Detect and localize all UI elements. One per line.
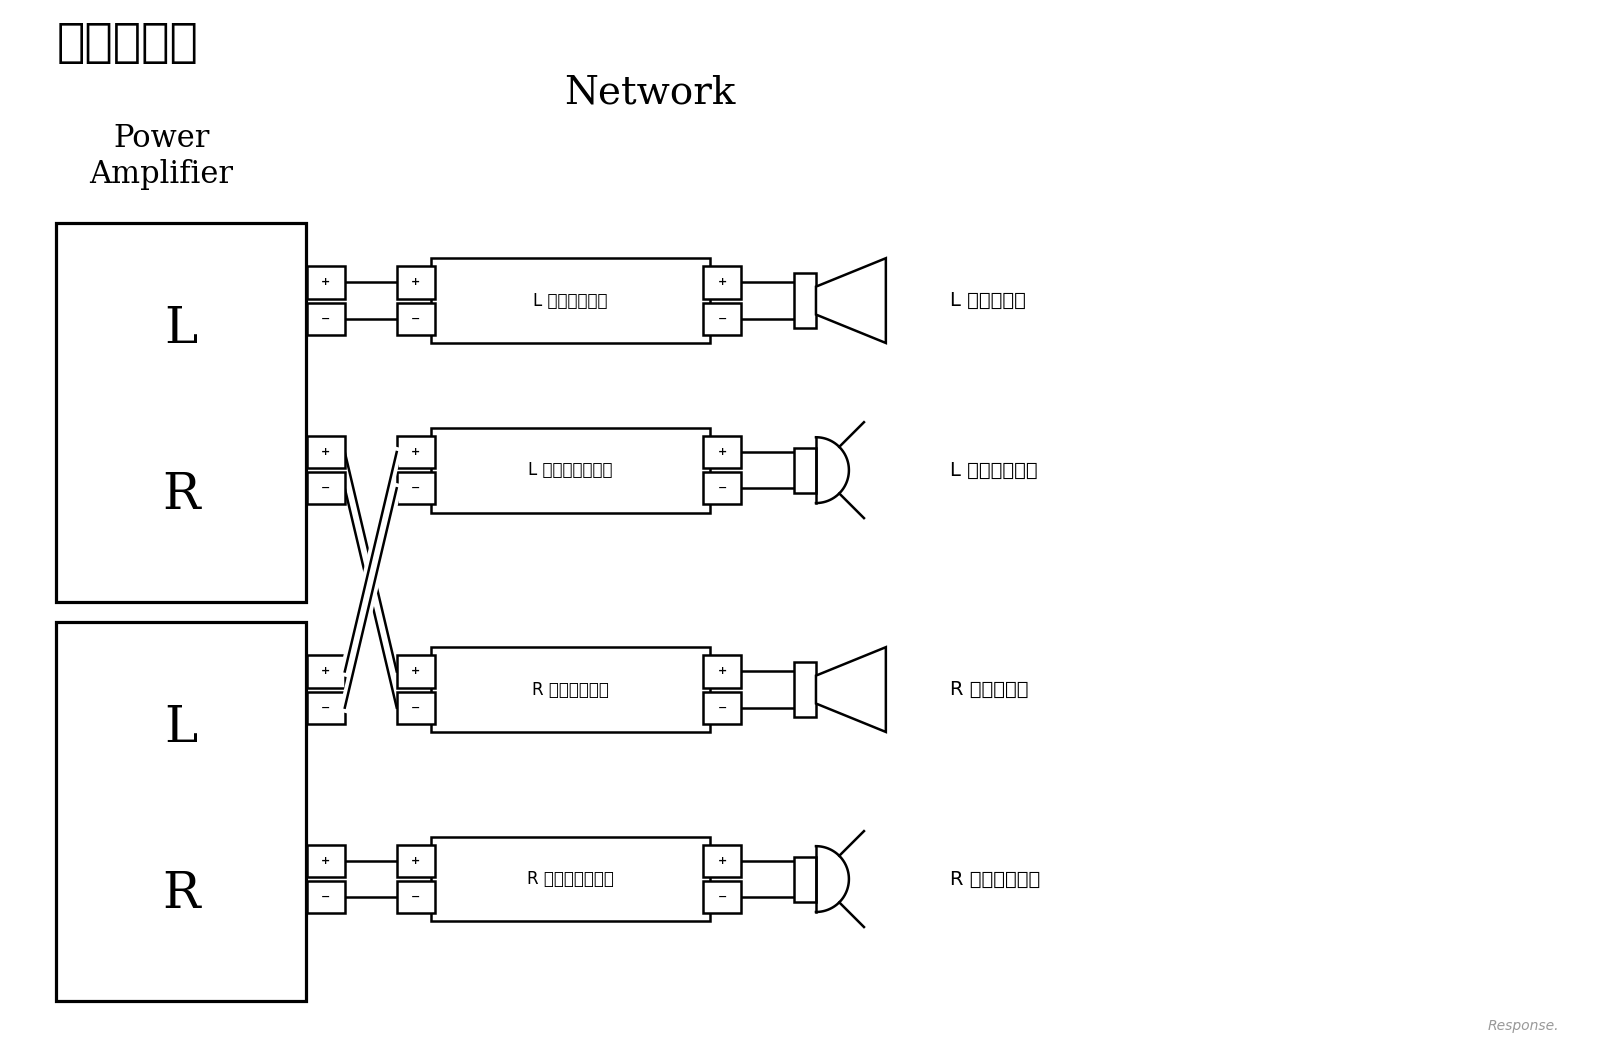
Text: L: L <box>165 703 198 752</box>
Bar <box>430 428 710 512</box>
Bar <box>702 882 741 913</box>
Text: −: − <box>322 483 331 493</box>
Polygon shape <box>816 258 886 343</box>
Text: R ウーファー用: R ウーファー用 <box>531 681 610 699</box>
Bar <box>397 436 435 468</box>
Text: +: + <box>411 447 421 457</box>
Bar <box>430 258 710 343</box>
Text: −: − <box>717 703 726 712</box>
Bar <box>397 882 435 913</box>
Bar <box>702 472 741 504</box>
Bar <box>397 266 435 299</box>
Bar <box>794 274 816 328</box>
Text: +: + <box>322 278 331 287</box>
Text: −: − <box>411 483 421 493</box>
Text: +: + <box>717 667 726 676</box>
Text: +: + <box>717 278 726 287</box>
Text: +: + <box>717 447 726 457</box>
Text: −: − <box>322 703 331 712</box>
Text: R トゥイーター: R トゥイーター <box>950 870 1040 889</box>
Bar <box>307 303 344 335</box>
Text: +: + <box>411 278 421 287</box>
Text: +: + <box>322 447 331 457</box>
Bar <box>702 845 741 877</box>
Text: R: R <box>162 471 200 521</box>
Text: L ウーファー: L ウーファー <box>950 291 1026 310</box>
Text: R トゥイーター用: R トゥイーター用 <box>526 870 614 888</box>
Bar <box>307 691 344 724</box>
Text: Response.: Response. <box>1486 1018 1558 1033</box>
Bar <box>794 856 816 902</box>
Bar <box>56 622 306 1000</box>
Bar <box>397 655 435 688</box>
Text: L ウーファー用: L ウーファー用 <box>533 291 608 309</box>
Text: +: + <box>322 856 331 866</box>
Bar <box>794 448 816 492</box>
Text: R: R <box>162 870 200 919</box>
Text: +: + <box>411 856 421 866</box>
Text: −: − <box>411 313 421 324</box>
Text: +: + <box>411 667 421 676</box>
Bar <box>397 691 435 724</box>
Bar <box>307 266 344 299</box>
Text: −: − <box>717 892 726 903</box>
Text: L トゥイーター用: L トゥイーター用 <box>528 461 613 479</box>
Bar <box>794 662 816 717</box>
Bar <box>397 472 435 504</box>
Text: バイアンプ: バイアンプ <box>56 21 198 66</box>
Bar <box>307 655 344 688</box>
Bar <box>56 223 306 602</box>
Text: R ウーファー: R ウーファー <box>950 680 1029 700</box>
Text: +: + <box>322 667 331 676</box>
Text: −: − <box>322 313 331 324</box>
Bar <box>307 882 344 913</box>
Polygon shape <box>816 647 886 732</box>
Bar <box>307 472 344 504</box>
Text: −: − <box>322 892 331 903</box>
Text: L: L <box>165 304 198 353</box>
Bar <box>702 691 741 724</box>
Text: −: − <box>411 892 421 903</box>
Text: −: − <box>717 313 726 324</box>
Bar <box>702 655 741 688</box>
Text: L トゥイーター: L トゥイーター <box>950 461 1037 480</box>
Text: +: + <box>717 856 726 866</box>
Text: Network: Network <box>565 75 736 112</box>
Bar <box>430 836 710 922</box>
Bar <box>307 436 344 468</box>
Bar <box>702 303 741 335</box>
Text: Power
Amplifier: Power Amplifier <box>90 123 234 189</box>
Bar <box>702 436 741 468</box>
Bar <box>397 303 435 335</box>
Text: −: − <box>411 703 421 712</box>
Bar <box>430 647 710 732</box>
Bar <box>397 845 435 877</box>
Bar <box>702 266 741 299</box>
Text: −: − <box>717 483 726 493</box>
Bar <box>307 845 344 877</box>
